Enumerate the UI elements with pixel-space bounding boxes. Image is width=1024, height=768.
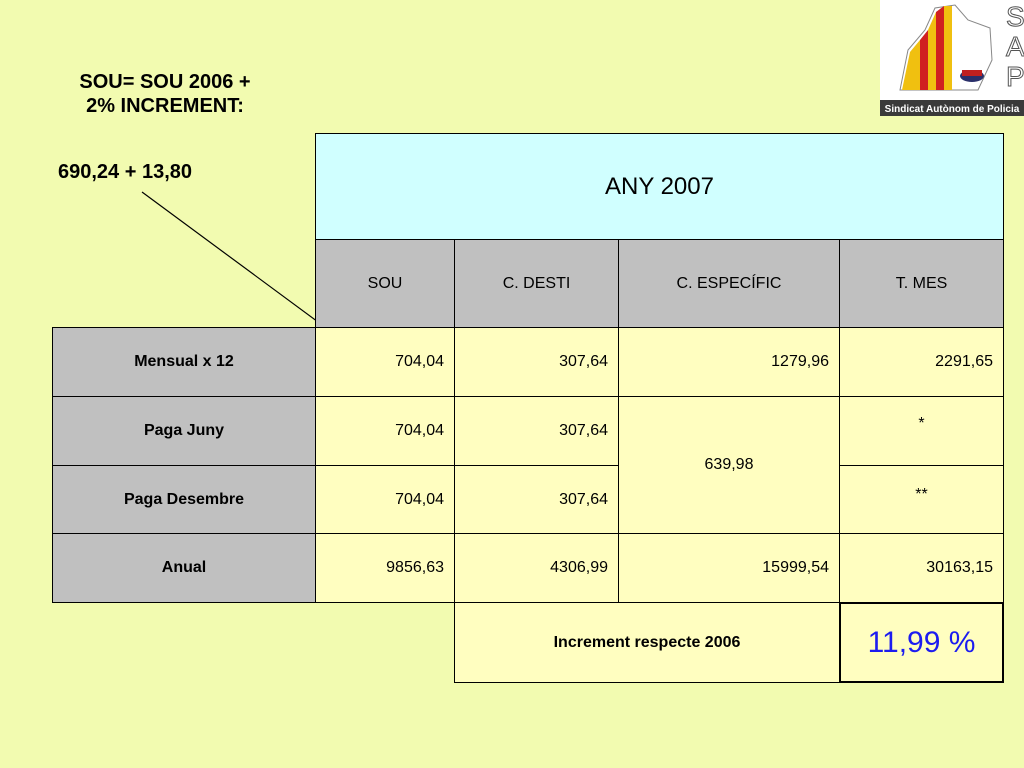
cell-anual-sou: 9856,63: [315, 533, 455, 603]
cell-mensual-tmes: 2291,65: [839, 327, 1004, 397]
logo-letter-p: P: [1006, 61, 1024, 92]
cell-juny-tmes: *: [839, 396, 1004, 466]
cell-mensual-desti: 307,64: [454, 327, 619, 397]
cell-pagues-especific: 639,98: [618, 396, 840, 534]
formula-note: SOU= SOU 2006 + 2% INCREMENT:: [40, 70, 290, 118]
logo-caption: Sindicat Autònom de Policia: [885, 104, 1020, 115]
catalonia-map-icon: [899, 4, 993, 91]
header-c-desti: C. DESTI: [454, 239, 619, 328]
logo-letter-a: A: [1006, 31, 1024, 62]
increment-label: Increment respecte 2006: [454, 602, 840, 683]
row-label-mensual: Mensual x 12: [52, 327, 316, 397]
increment-value: 11,99 %: [839, 602, 1004, 683]
police-cap-icon: [960, 70, 984, 82]
cell-anual-tmes: 30163,15: [839, 533, 1004, 603]
cell-anual-especific: 15999,54: [618, 533, 840, 603]
cell-mensual-especific: 1279,96: [618, 327, 840, 397]
row-label-anual: Anual: [52, 533, 316, 603]
header-t-mes: T. MES: [839, 239, 1004, 328]
cell-desembre-sou: 704,04: [315, 465, 455, 534]
formula-line-2: 2% INCREMENT:: [86, 95, 244, 117]
cell-anual-desti: 4306,99: [454, 533, 619, 603]
row-label-paga-juny: Paga Juny: [52, 396, 316, 466]
cell-juny-sou: 704,04: [315, 396, 455, 466]
cell-desembre-desti: 307,64: [454, 465, 619, 534]
cell-desembre-tmes: **: [839, 465, 1004, 534]
table-title: ANY 2007: [315, 133, 1004, 240]
cell-mensual-sou: 704,04: [315, 327, 455, 397]
logo-letter-s: S: [1006, 1, 1024, 32]
header-c-especific: C. ESPECÍFIC: [618, 239, 840, 328]
header-sou: SOU: [315, 239, 455, 328]
formula-line-1: SOU= SOU 2006 +: [79, 71, 251, 93]
cell-juny-desti: 307,64: [454, 396, 619, 466]
row-label-paga-desembre: Paga Desembre: [52, 465, 316, 534]
sap-logo: S A P Sindicat Autònom de Policia: [880, 0, 1024, 116]
calc-note: 690,24 + 13,80: [58, 161, 193, 183]
